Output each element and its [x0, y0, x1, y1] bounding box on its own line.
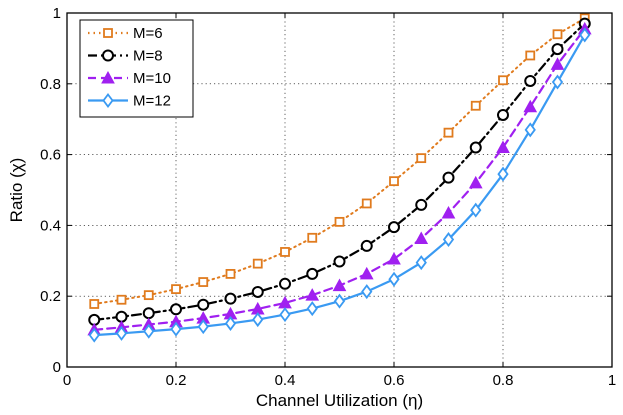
data-point-m-12 — [442, 232, 455, 248]
legend-entry-m-10: M=10 — [88, 70, 171, 87]
data-point-m-8 — [197, 298, 210, 311]
data-point-m-12 — [388, 271, 400, 287]
data-point-m-6 — [307, 232, 318, 243]
data-point-m-10 — [359, 266, 374, 280]
data-point-m-6 — [252, 258, 263, 269]
data-point-m-12 — [524, 122, 536, 138]
data-point-m-6 — [280, 247, 290, 257]
data-point-m-6 — [525, 50, 536, 61]
data-point-m-12 — [115, 325, 128, 341]
x-tick-label: 0.8 — [493, 372, 514, 389]
data-point-m-8 — [306, 267, 319, 280]
data-point-m-8 — [551, 43, 564, 56]
legend: M=6 M=8 M=10 M=12 — [79, 19, 194, 118]
data-point-m-6 — [143, 290, 154, 301]
x-tick-label: 0.4 — [275, 372, 296, 389]
x-tick-label: 0.2 — [166, 372, 187, 389]
legend-entry-m-8: M=8 — [88, 48, 163, 65]
data-point-m-8 — [442, 171, 455, 184]
data-point-m-10 — [387, 251, 401, 265]
y-tick-label: 0.8 — [40, 76, 61, 93]
legend-marker — [103, 28, 113, 38]
data-point-m-6 — [171, 284, 181, 295]
data-point-m-6 — [89, 299, 100, 309]
data-point-m-8 — [469, 141, 482, 154]
data-point-m-12 — [470, 202, 482, 218]
data-point-m-10 — [332, 278, 347, 292]
data-point-m-12 — [415, 255, 427, 271]
data-point-m-6 — [498, 75, 508, 86]
data-point-m-12 — [197, 319, 209, 335]
data-point-m-8 — [388, 221, 400, 234]
legend-label: M=12 — [133, 93, 171, 110]
legend-marker — [102, 49, 114, 62]
y-tick-label: 0 — [53, 359, 61, 376]
data-point-m-8 — [142, 307, 155, 320]
y-tick-label: 1 — [53, 5, 61, 22]
y-axis-title: Ratio (χ) — [7, 158, 26, 223]
data-point-m-10 — [441, 205, 456, 219]
data-point-m-12 — [551, 74, 564, 90]
series-m-12 — [88, 27, 591, 343]
data-point-m-10 — [496, 140, 510, 154]
data-point-m-12 — [143, 323, 155, 339]
legend-label: M=10 — [133, 70, 171, 87]
data-point-m-12 — [579, 27, 591, 43]
y-tick-label: 0.4 — [40, 217, 61, 234]
x-tick-label: 1 — [608, 372, 616, 389]
data-point-m-8 — [333, 255, 346, 268]
data-point-m-6 — [225, 268, 236, 279]
data-point-m-10 — [305, 288, 320, 301]
data-point-m-10 — [550, 57, 565, 70]
data-point-m-8 — [524, 74, 537, 87]
data-point-m-8 — [115, 310, 128, 323]
data-point-m-12 — [252, 312, 264, 328]
x-tick-label: 0.6 — [384, 372, 405, 389]
data-point-m-12 — [361, 284, 373, 300]
data-point-m-6 — [470, 100, 481, 111]
data-point-m-12 — [224, 315, 237, 331]
data-point-m-6 — [334, 216, 345, 227]
data-point-m-8 — [279, 277, 291, 290]
data-point-m-12 — [170, 321, 182, 337]
data-point-m-12 — [279, 307, 291, 323]
data-point-m-8 — [360, 239, 373, 252]
series-group — [87, 13, 592, 343]
data-point-m-12 — [306, 301, 318, 317]
legend-entry-m-12: M=12 — [88, 93, 171, 110]
data-point-m-8 — [497, 108, 509, 121]
y-tick-label: 0.6 — [40, 147, 61, 164]
legend-marker — [102, 93, 114, 108]
data-point-m-10 — [414, 231, 429, 244]
data-point-m-10 — [523, 99, 538, 113]
data-point-m-10 — [468, 175, 483, 189]
data-point-m-6 — [552, 29, 563, 40]
legend-label: M=8 — [133, 48, 163, 65]
x-tick-label: 0 — [63, 372, 71, 389]
legend-entry-m-6: M=6 — [88, 25, 163, 42]
legend-marker — [101, 70, 115, 84]
data-point-m-6 — [416, 153, 427, 164]
data-point-m-12 — [333, 293, 346, 309]
data-point-m-12 — [88, 327, 100, 343]
y-tick-label: 0.2 — [40, 288, 61, 305]
data-point-m-6 — [361, 198, 372, 209]
legend-label: M=6 — [133, 25, 163, 42]
data-point-m-6 — [389, 176, 399, 187]
data-point-m-8 — [170, 303, 182, 316]
data-point-m-6 — [443, 127, 454, 138]
data-point-m-8 — [415, 198, 428, 211]
series-m-6 — [89, 13, 590, 309]
plot-frame — [66, 12, 613, 368]
data-point-m-12 — [497, 166, 509, 182]
x-axis-title: Channel Utilization (η) — [256, 391, 423, 410]
axes: 0 0.2 0.4 0.6 0.8 1 0 0.2 0.4 0.6 0.8 1 — [40, 5, 616, 389]
data-point-m-8 — [224, 292, 237, 305]
series-m-8 — [88, 17, 591, 326]
data-point-m-6 — [198, 277, 209, 287]
data-point-m-8 — [251, 285, 264, 298]
data-point-m-6 — [116, 294, 127, 305]
